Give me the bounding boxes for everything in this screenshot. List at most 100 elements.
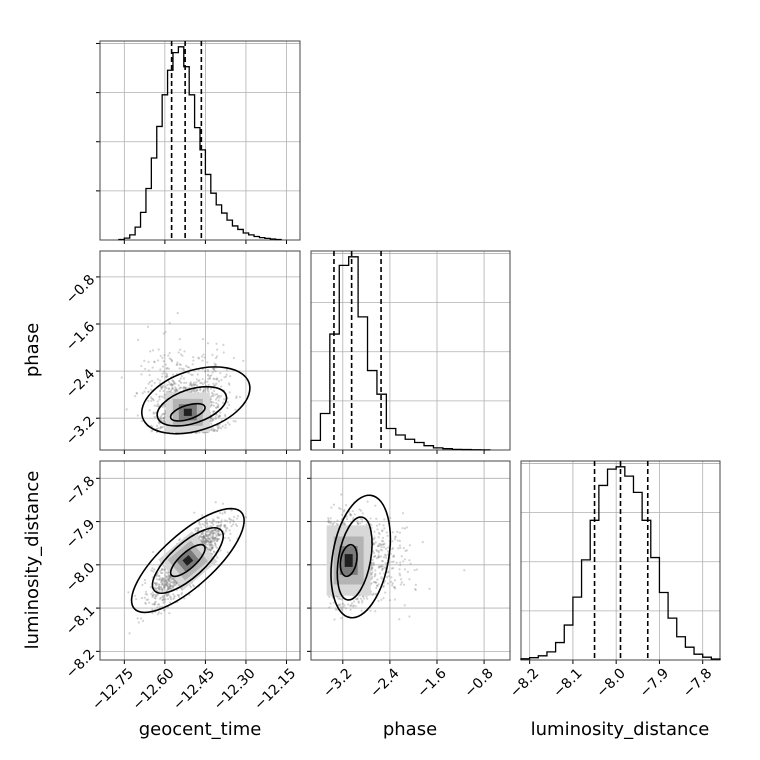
scatter-point [396,530,399,533]
scatter-point [214,538,217,541]
scatter-point [217,529,220,532]
scatter-point [201,535,204,539]
scatter-point [375,517,378,521]
scatter-point [226,551,229,554]
scatter-point [375,548,378,552]
scatter-point [382,596,385,600]
scatter-point [373,537,376,541]
scatter-point [161,598,164,602]
scatter-point [155,593,158,597]
scatter-point [157,578,161,581]
scatter-point [229,532,232,535]
scatter-point [210,528,213,531]
contour-line [339,543,358,578]
scatter-point [164,574,167,577]
scatter-point [195,389,199,392]
scatter-point [202,536,205,539]
scatter-point [173,578,176,582]
scatter-point [208,533,211,536]
scatter-point [144,581,147,585]
scatter-point [195,534,199,537]
scatter-point [137,338,140,341]
scatter-point [370,576,374,579]
scatter-point [210,401,213,404]
scatter-point [182,369,185,372]
scatter-point [192,390,196,393]
scatter-point [200,355,204,358]
scatter-point [381,540,385,543]
scatter-point [192,359,195,362]
scatter-point [361,599,364,602]
scatter-point [414,587,417,591]
scatter-point [154,597,157,600]
scatter-point [209,530,212,533]
scatter-point [159,354,162,358]
scatter-point [219,524,222,527]
scatter-point [370,562,373,566]
scatter-point [213,410,216,413]
scatter-point [161,582,164,586]
scatter-point [143,367,147,371]
scatter-point [170,578,173,581]
scatter-point [381,569,384,572]
scatter-point [372,562,375,565]
scatter-point [343,522,346,525]
scatter-point [208,543,212,547]
scatter-point [155,404,158,408]
scatter-point [177,594,180,597]
scatter-point [163,413,166,416]
scatter-point [223,536,226,540]
scatter-point [203,356,206,359]
scatter-point [373,554,376,557]
scatter-point [373,536,376,539]
scatter-point [370,524,373,527]
scatter-point [205,540,208,543]
scatter-point [391,547,394,551]
scatter-point [216,429,219,432]
scatter-point [376,528,379,531]
scatter-point [169,585,172,588]
scatter-point [163,608,166,611]
scatter-point [161,577,164,581]
scatter-point [400,555,403,558]
density-layer [120,311,251,435]
scatter-point [391,531,394,534]
scatter-point [207,377,210,381]
scatter-point [215,530,219,533]
scatter-point [163,394,166,397]
scatter-point [221,502,225,505]
scatter-point [156,606,159,609]
scatter-point [216,395,219,398]
scatter-point [334,608,337,611]
scatter-point [349,608,352,611]
scatter-point [168,322,171,325]
scatter-point [209,540,212,544]
scatter-point [209,375,212,378]
scatter-point [215,342,218,345]
scatter-point [384,561,387,565]
scatter-point [212,418,215,421]
scatter-point [158,589,161,593]
scatter-point [370,568,373,572]
scatter-point [173,579,176,582]
scatter-point [158,395,161,398]
scatter-point [381,536,385,540]
scatter-point [336,595,339,598]
scatter-point [164,584,167,587]
scatter-point [384,591,387,594]
scatter-point [376,544,380,548]
scatter-point [219,511,222,514]
scatter-point [369,609,372,612]
scatter-point [219,371,222,375]
scatter-point [211,393,215,396]
scatter-point [212,523,215,526]
scatter-point [212,429,215,432]
scatter-point [401,527,404,530]
scatter-point [168,579,171,582]
scatter-point [214,533,218,536]
scatter-point [211,546,214,549]
contour-line [169,402,206,422]
scatter-point [208,377,212,380]
scatter-point [366,500,369,503]
scatter-point [180,367,183,370]
